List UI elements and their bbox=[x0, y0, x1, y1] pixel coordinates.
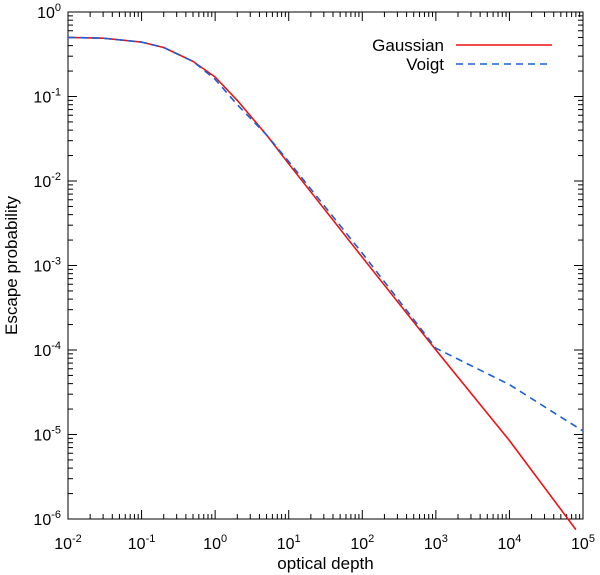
legend: Gaussian Voigt bbox=[372, 36, 552, 74]
x-tick-label: 101 bbox=[277, 533, 301, 553]
x-tick-label: 100 bbox=[203, 533, 227, 553]
plot-frame bbox=[67, 11, 584, 520]
y-axis-label: Escape probability bbox=[2, 196, 21, 335]
y-tick-labels: 10-6 10-5 10-4 10-3 10-2 10-1 100 bbox=[33, 2, 61, 529]
legend-label-voigt: Voigt bbox=[406, 55, 444, 74]
x-tick-label: 105 bbox=[571, 533, 595, 553]
legend-label-gaussian: Gaussian bbox=[372, 36, 444, 55]
x-tick-label: 104 bbox=[497, 533, 521, 553]
x-axis-label: optical depth bbox=[277, 554, 373, 573]
series-lines bbox=[67, 36, 584, 531]
y-tick-label: 10-3 bbox=[33, 256, 61, 276]
y-tick-label: 10-6 bbox=[33, 509, 61, 529]
series-line-gaussian bbox=[67, 36, 577, 531]
y-tick-label: 10-2 bbox=[33, 171, 61, 191]
major-ticks bbox=[67, 11, 584, 520]
series-line-voigt bbox=[67, 36, 584, 432]
x-tick-labels: 10-2 10-1 100 101 102 103 104 105 bbox=[54, 533, 595, 553]
y-tick-label: 10-1 bbox=[33, 87, 61, 107]
x-tick-label: 102 bbox=[350, 533, 374, 553]
x-tick-label: 10-2 bbox=[54, 533, 82, 553]
x-tick-label: 103 bbox=[424, 533, 448, 553]
x-tick-label: 10-1 bbox=[128, 533, 156, 553]
y-tick-label: 10-5 bbox=[33, 425, 61, 445]
y-tick-label: 100 bbox=[37, 2, 61, 22]
minor-ticks bbox=[68, 12, 583, 519]
y-tick-label: 10-4 bbox=[33, 340, 61, 360]
